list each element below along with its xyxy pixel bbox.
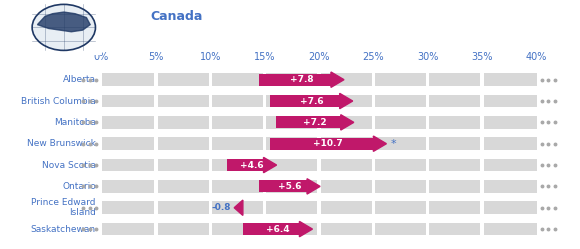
Bar xyxy=(102,137,154,150)
Text: +4.6: +4.6 xyxy=(240,161,263,170)
Bar xyxy=(484,95,536,107)
Bar xyxy=(212,73,263,86)
Polygon shape xyxy=(331,72,344,87)
Bar xyxy=(259,181,307,192)
Bar xyxy=(375,116,426,129)
Polygon shape xyxy=(341,115,354,130)
Bar xyxy=(102,95,154,107)
Bar xyxy=(212,201,263,214)
Bar xyxy=(243,223,299,235)
Bar xyxy=(212,116,263,129)
Bar xyxy=(321,201,372,214)
Bar xyxy=(266,137,317,150)
Bar xyxy=(212,223,263,236)
Bar xyxy=(429,116,480,129)
Polygon shape xyxy=(374,136,386,151)
Bar xyxy=(429,95,480,107)
Bar xyxy=(321,180,372,193)
Bar xyxy=(484,201,536,214)
Bar xyxy=(321,159,372,172)
Text: *: * xyxy=(391,139,396,149)
Bar xyxy=(375,223,426,236)
Bar xyxy=(375,180,426,193)
Bar xyxy=(266,73,317,86)
Bar xyxy=(158,180,209,193)
Bar xyxy=(429,180,480,193)
Bar xyxy=(158,159,209,172)
Bar xyxy=(429,223,480,236)
Polygon shape xyxy=(307,179,320,194)
Bar xyxy=(375,159,426,172)
Bar xyxy=(158,95,209,107)
Polygon shape xyxy=(299,221,313,237)
Bar xyxy=(102,180,154,193)
Bar xyxy=(484,73,536,86)
Bar xyxy=(212,137,263,150)
Bar xyxy=(212,159,263,172)
Bar xyxy=(484,223,536,236)
Bar xyxy=(102,159,154,172)
Polygon shape xyxy=(37,12,90,32)
Bar xyxy=(102,223,154,236)
Bar xyxy=(266,95,317,107)
Polygon shape xyxy=(340,93,353,109)
Bar xyxy=(212,95,263,107)
Bar xyxy=(321,116,372,129)
Bar xyxy=(158,116,209,129)
Bar xyxy=(429,73,480,86)
Text: +7.6: +7.6 xyxy=(300,97,323,106)
Bar xyxy=(266,223,317,236)
Bar xyxy=(276,116,341,128)
Bar xyxy=(158,223,209,236)
Bar xyxy=(266,180,317,193)
Bar xyxy=(259,74,331,86)
Bar xyxy=(227,159,263,171)
Bar xyxy=(266,159,317,172)
Bar xyxy=(429,201,480,214)
Text: +7.8: +7.8 xyxy=(290,75,313,84)
Bar xyxy=(212,180,263,193)
Polygon shape xyxy=(263,157,277,173)
Bar xyxy=(270,95,340,107)
Bar xyxy=(102,73,154,86)
Text: Canada: Canada xyxy=(151,10,203,23)
Bar xyxy=(266,201,317,214)
Bar xyxy=(484,116,536,129)
Bar xyxy=(158,73,209,86)
Text: +7.2: +7.2 xyxy=(303,118,327,127)
Bar xyxy=(102,116,154,129)
Bar xyxy=(321,95,372,107)
Bar xyxy=(321,73,372,86)
Circle shape xyxy=(32,4,96,50)
Bar xyxy=(270,138,374,150)
Bar xyxy=(484,159,536,172)
Bar xyxy=(266,116,317,129)
Bar xyxy=(429,137,480,150)
Bar xyxy=(429,159,480,172)
Text: +10.7: +10.7 xyxy=(313,139,343,148)
Text: +6.4: +6.4 xyxy=(266,225,289,234)
Bar xyxy=(158,137,209,150)
Polygon shape xyxy=(234,200,243,215)
Bar xyxy=(484,180,536,193)
Bar xyxy=(375,201,426,214)
Text: -0.8: -0.8 xyxy=(212,203,231,212)
Text: +5.6: +5.6 xyxy=(278,182,302,191)
Bar xyxy=(484,137,536,150)
Bar xyxy=(321,137,372,150)
Bar xyxy=(158,201,209,214)
Bar xyxy=(375,137,426,150)
Bar xyxy=(375,73,426,86)
Bar xyxy=(375,95,426,107)
Bar xyxy=(321,223,372,236)
Bar xyxy=(102,201,154,214)
